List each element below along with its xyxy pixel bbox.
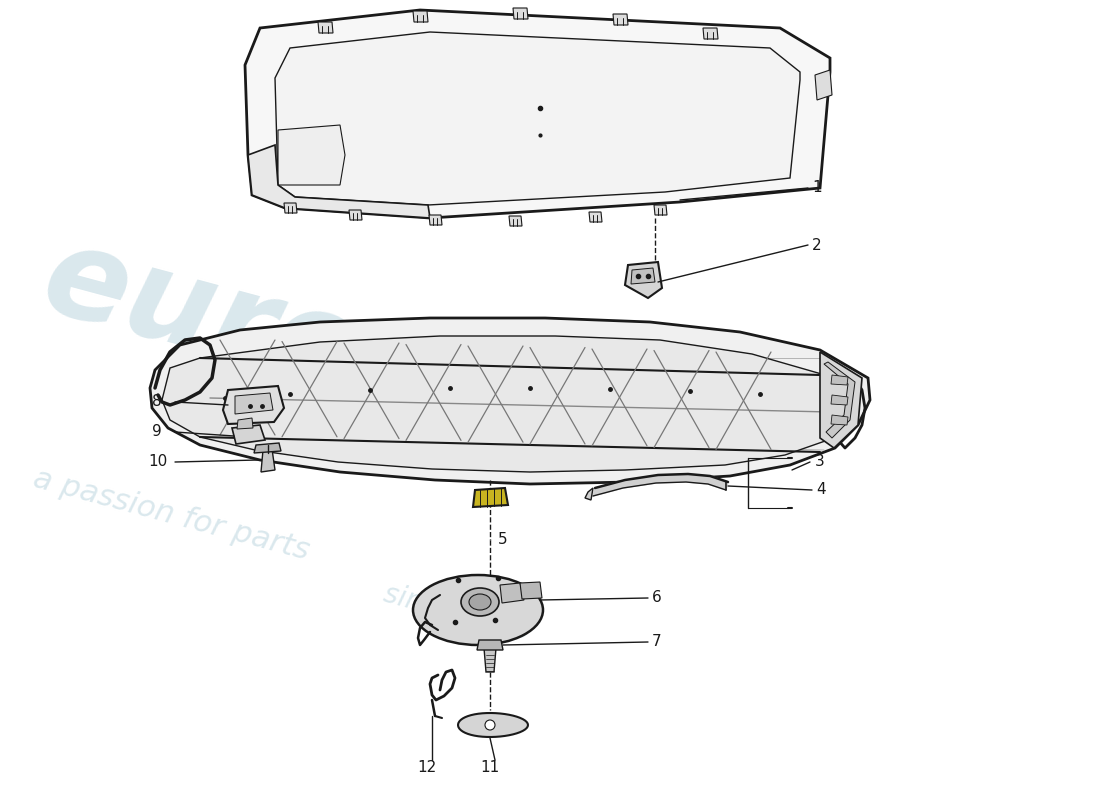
Polygon shape	[500, 583, 524, 603]
Polygon shape	[458, 713, 528, 737]
Polygon shape	[654, 205, 667, 215]
Polygon shape	[284, 203, 297, 213]
Ellipse shape	[412, 575, 543, 645]
Polygon shape	[318, 22, 333, 33]
Text: 11: 11	[481, 761, 499, 775]
Polygon shape	[349, 210, 362, 220]
Text: 1: 1	[812, 181, 822, 195]
Polygon shape	[820, 352, 862, 448]
Polygon shape	[613, 14, 628, 25]
Polygon shape	[278, 125, 345, 185]
Polygon shape	[477, 640, 503, 650]
Text: 5: 5	[498, 533, 507, 547]
Polygon shape	[223, 386, 284, 424]
Polygon shape	[631, 268, 654, 284]
Polygon shape	[520, 582, 542, 599]
Text: since 1985: since 1985	[379, 580, 534, 646]
Polygon shape	[150, 318, 870, 484]
Ellipse shape	[461, 588, 499, 616]
Polygon shape	[815, 70, 832, 100]
Polygon shape	[588, 212, 602, 222]
Polygon shape	[412, 11, 428, 22]
Text: 12: 12	[417, 761, 437, 775]
Polygon shape	[585, 488, 593, 500]
Polygon shape	[248, 145, 430, 218]
Polygon shape	[275, 32, 800, 205]
Polygon shape	[235, 393, 273, 414]
Polygon shape	[830, 415, 848, 425]
Text: 6: 6	[652, 590, 662, 606]
Text: euro: euro	[30, 216, 372, 416]
Polygon shape	[245, 10, 830, 218]
Polygon shape	[830, 395, 848, 405]
Polygon shape	[484, 648, 496, 672]
Polygon shape	[509, 216, 522, 226]
Polygon shape	[254, 443, 280, 453]
Polygon shape	[830, 375, 848, 385]
Ellipse shape	[469, 594, 491, 610]
Circle shape	[485, 720, 495, 730]
Text: parts: parts	[290, 303, 657, 505]
Polygon shape	[232, 425, 265, 444]
Polygon shape	[513, 8, 528, 19]
Text: 10: 10	[148, 454, 167, 470]
Polygon shape	[625, 262, 662, 298]
Polygon shape	[261, 449, 275, 472]
Polygon shape	[824, 362, 855, 438]
Polygon shape	[593, 474, 728, 496]
Text: 3: 3	[815, 454, 825, 470]
Polygon shape	[703, 28, 718, 39]
Polygon shape	[473, 488, 508, 507]
Text: 9: 9	[152, 425, 162, 439]
Text: 7: 7	[652, 634, 661, 650]
Text: a passion for parts: a passion for parts	[30, 464, 312, 566]
Polygon shape	[236, 418, 253, 429]
Text: 8: 8	[152, 394, 162, 410]
Polygon shape	[429, 215, 442, 225]
Polygon shape	[162, 336, 860, 472]
Text: 2: 2	[812, 238, 822, 253]
Text: 4: 4	[816, 482, 826, 498]
